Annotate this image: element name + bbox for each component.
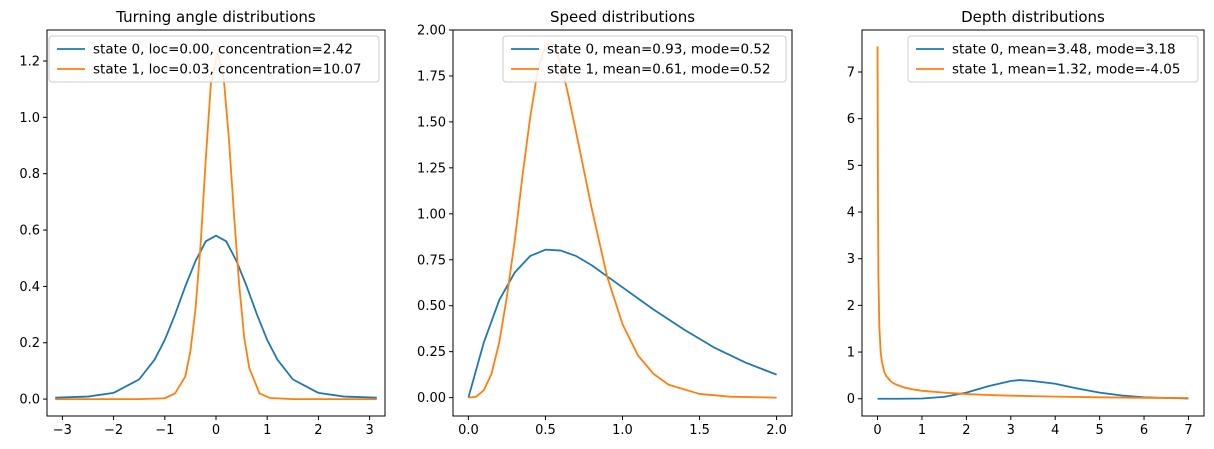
legend-label-state-1: state 1, loc=0.03, concentration=10.07 bbox=[93, 62, 362, 78]
chart-2: Depth distributions 0 1 2 3 4 5 6 7 0 1 2 3 4 5 6 7 state… bbox=[847, 8, 1205, 438]
y-tick-label: 1 bbox=[847, 346, 855, 361]
y-tick-label: 4 bbox=[847, 206, 855, 221]
axes-frame bbox=[452, 29, 793, 417]
chart-title: Turning angle distributions bbox=[115, 8, 316, 26]
y-tick-label: 2 bbox=[847, 299, 855, 314]
y-tick-label: 6 bbox=[847, 112, 855, 127]
x-tick-label: 0.5 bbox=[535, 423, 556, 438]
x-tick-label: −1 bbox=[155, 423, 174, 438]
x-tick-label: 3 bbox=[365, 423, 373, 438]
series-line-state-0 bbox=[467, 248, 777, 398]
chart-0: Turning angle distributions −3 −2 −1 0 1 2 3 0.0… bbox=[19, 8, 386, 438]
chart-title: Depth distributions bbox=[961, 8, 1105, 26]
y-tick-label: 0.2 bbox=[19, 336, 40, 351]
x-tick-label: 0 bbox=[212, 423, 220, 438]
y-tick-label: 0.4 bbox=[19, 280, 40, 295]
legend: state 0, mean=0.93, mode=0.52 state 1, me… bbox=[502, 35, 787, 83]
x-tick-label: 1.5 bbox=[689, 423, 710, 438]
legend-box bbox=[48, 35, 380, 83]
x-tick-label: 4 bbox=[1051, 423, 1059, 438]
series-line-state-1 bbox=[468, 43, 777, 399]
y-tick-label: 1.25 bbox=[417, 161, 446, 176]
series-line-state-0 bbox=[55, 234, 377, 399]
y-tick-label: 1.75 bbox=[417, 69, 446, 84]
x-tick-label: 2 bbox=[962, 423, 970, 438]
x-tick-label: 2.0 bbox=[766, 423, 787, 438]
legend-label-state-1: state 1, mean=1.32, mode=-4.05 bbox=[952, 62, 1180, 78]
legend-box bbox=[907, 35, 1199, 83]
y-tick-label: 0.00 bbox=[417, 391, 446, 406]
y-tick-label: 0.6 bbox=[19, 224, 40, 239]
x-tick-label: 0.0 bbox=[458, 423, 479, 438]
chart-title: Speed distributions bbox=[550, 8, 695, 26]
chart-1: Speed distributions 0.0 0.5 1.0 1.5 2.0 0.00 0.… bbox=[417, 8, 793, 438]
y-tick-label: 0.50 bbox=[417, 299, 446, 314]
x-tick-label: 6 bbox=[1140, 423, 1148, 438]
legend-box bbox=[502, 35, 787, 83]
y-tick-label: 0.25 bbox=[417, 345, 446, 360]
y-tick-label: 1.0 bbox=[19, 111, 40, 126]
legend: state 0, mean=3.48, mode=3.18 state 1, me… bbox=[907, 35, 1199, 83]
y-tick-label: 1.50 bbox=[417, 115, 446, 130]
y-tick-label: 0 bbox=[847, 392, 855, 407]
axes-frame bbox=[861, 29, 1205, 417]
legend-label-state-0: state 0, mean=0.93, mode=0.52 bbox=[547, 42, 771, 58]
series-line-state-1 bbox=[55, 51, 377, 400]
y-tick-label: 5 bbox=[847, 159, 855, 174]
axes-frame bbox=[46, 29, 386, 417]
legend-label-state-1: state 1, mean=0.61, mode=0.52 bbox=[547, 62, 771, 78]
y-tick-label: 0.0 bbox=[19, 393, 40, 408]
x-tick-label: 1.0 bbox=[612, 423, 633, 438]
legend-label-state-0: state 0, loc=0.00, concentration=2.42 bbox=[93, 42, 353, 58]
y-tick-label: 0.75 bbox=[417, 253, 446, 268]
x-tick-label: 1 bbox=[918, 423, 926, 438]
y-tick-label: 0.8 bbox=[19, 167, 40, 182]
y-tick-label: 7 bbox=[847, 66, 855, 81]
x-tick-label: −2 bbox=[104, 423, 123, 438]
y-tick-label: 1.00 bbox=[417, 207, 446, 222]
x-tick-label: 0 bbox=[873, 423, 881, 438]
y-tick-label: 1.2 bbox=[19, 54, 40, 69]
y-tick-label: 2.00 bbox=[417, 24, 446, 39]
x-tick-label: 3 bbox=[1007, 423, 1015, 438]
series-line-state-0 bbox=[877, 379, 1189, 400]
x-tick-label: −3 bbox=[53, 423, 72, 438]
legend: state 0, loc=0.00, concentration=2.42 sta… bbox=[48, 35, 380, 83]
y-tick-label: 3 bbox=[847, 252, 855, 267]
x-tick-label: 2 bbox=[314, 423, 322, 438]
x-tick-label: 5 bbox=[1095, 423, 1103, 438]
series-line-state-1 bbox=[876, 46, 1189, 399]
x-tick-label: 7 bbox=[1184, 423, 1192, 438]
x-tick-label: 1 bbox=[263, 423, 271, 438]
legend-label-state-0: state 0, mean=3.48, mode=3.18 bbox=[952, 42, 1176, 58]
